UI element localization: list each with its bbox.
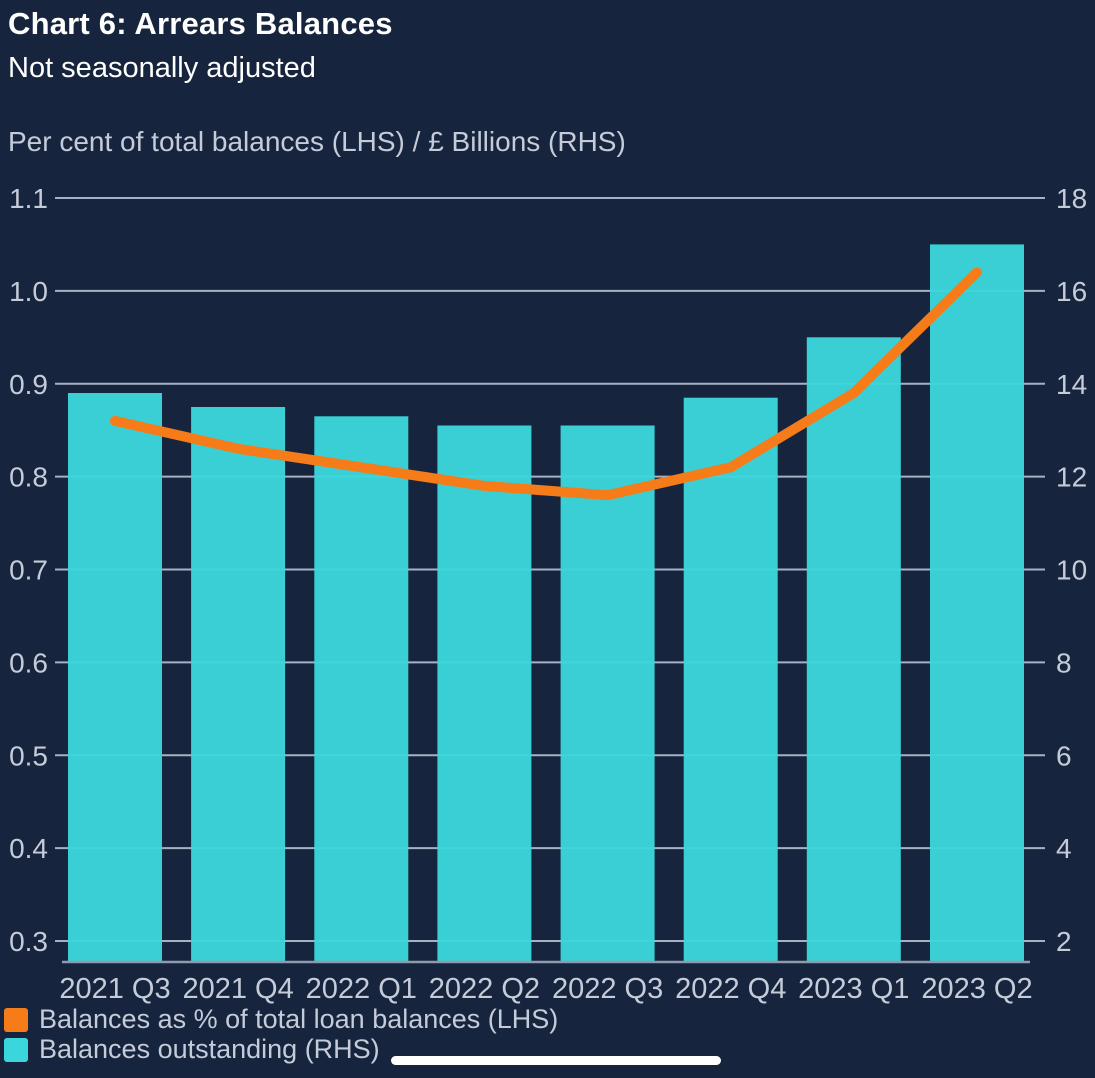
left-tick-label: 0.8 — [9, 462, 48, 493]
right-tick-label: 14 — [1056, 369, 1087, 400]
y-axis-left-labels: 1.1 1.0 0.9 0.8 0.7 0.6 0.5 0.4 0.3 — [9, 183, 48, 957]
x-tick-label: 2022 Q2 — [429, 973, 540, 1005]
x-tick-label: 2021 Q4 — [182, 973, 293, 1005]
left-tick-label: 0.4 — [9, 833, 48, 864]
right-tick-label: 16 — [1056, 276, 1087, 307]
right-tick-label: 4 — [1056, 833, 1072, 864]
x-tick-label: 2022 Q1 — [306, 973, 417, 1005]
x-tick-label: 2022 Q3 — [552, 973, 663, 1005]
right-tick-label: 2 — [1056, 926, 1072, 957]
right-tick-label: 10 — [1056, 555, 1087, 586]
chart-legend: Balances as % of total loan balances (LH… — [4, 1004, 559, 1064]
bar-2021-q4 — [191, 407, 286, 962]
legend-swatch-orange — [4, 1007, 28, 1032]
right-tick-label: 8 — [1056, 647, 1072, 678]
home-indicator[interactable] — [391, 1056, 721, 1065]
bar-2023-q2 — [930, 244, 1024, 962]
bar-2022-q2 — [437, 425, 532, 962]
x-tick-label: 2022 Q4 — [675, 973, 786, 1005]
right-tick-label: 6 — [1056, 740, 1072, 771]
right-tick-label: 12 — [1056, 462, 1087, 493]
axis-units-label: Per cent of total balances (LHS) / £ Bil… — [8, 126, 626, 157]
x-tick-label: 2023 Q1 — [798, 973, 909, 1005]
bar-2021-q3 — [68, 393, 162, 962]
bar-2022-q4 — [683, 397, 778, 962]
legend-item-bar-series: Balances outstanding (RHS) — [4, 1034, 558, 1064]
left-tick-label: 0.3 — [9, 926, 48, 957]
line-arrears-percent — [110, 267, 982, 501]
y-axis-right-labels: 18 16 14 12 10 8 6 4 2 — [1056, 183, 1087, 957]
left-tick-label: 0.6 — [9, 647, 48, 678]
page-title: Chart 6: Arrears Balances — [8, 6, 393, 41]
bar-2023-q1 — [806, 337, 901, 962]
legend-swatch-cyan — [4, 1037, 28, 1062]
x-axis-labels: 2021 Q3 2021 Q4 2022 Q1 2022 Q2 2022 Q3 2022 … — [59, 973, 1032, 1005]
chart-subtitle: Not seasonally adjusted — [8, 52, 316, 84]
legend-label-line-series: Balances as % of total loan balances (LH… — [39, 1004, 559, 1034]
x-tick-label: 2023 Q2 — [921, 973, 1032, 1005]
left-tick-label: 0.7 — [9, 555, 48, 586]
legend-item-line-series: Balances as % of total loan balances (LH… — [4, 1004, 559, 1034]
left-tick-label: 0.5 — [9, 740, 48, 771]
left-tick-label: 1.0 — [9, 276, 48, 307]
bar-series-balances-outstanding — [68, 244, 1024, 962]
bar-2022-q3 — [560, 425, 655, 962]
right-tick-label: 18 — [1056, 183, 1087, 214]
legend-label-bar-series: Balances outstanding (RHS) — [39, 1034, 380, 1064]
left-tick-label: 1.1 — [9, 183, 48, 214]
left-tick-label: 0.9 — [9, 369, 48, 400]
chart-plot-area: 1.1 1.0 0.9 0.8 0.7 0.6 0.5 0.4 0.3 18 16 14 12 10 8 6 4… — [9, 183, 1087, 1005]
bar-2022-q1 — [314, 416, 409, 962]
x-tick-label: 2021 Q3 — [59, 973, 170, 1005]
